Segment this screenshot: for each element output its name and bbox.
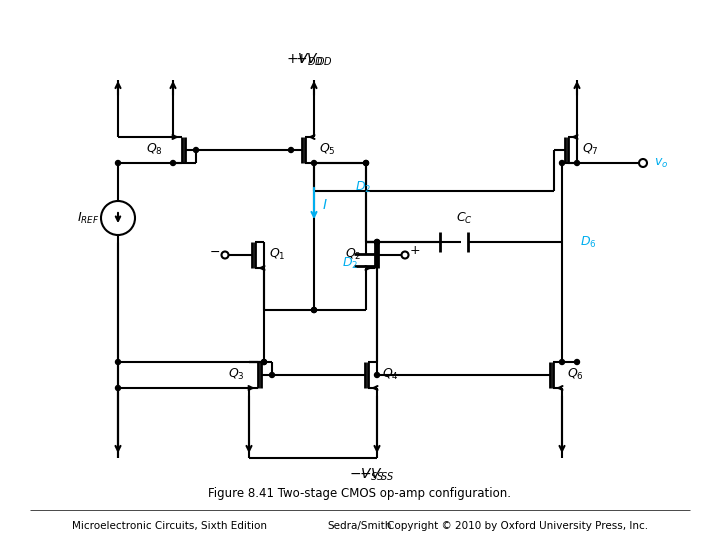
Text: $Q_7$: $Q_7$ — [582, 141, 598, 157]
Circle shape — [364, 160, 369, 165]
Text: $Q_3$: $Q_3$ — [228, 367, 244, 382]
Text: $C_C$: $C_C$ — [456, 211, 472, 226]
Circle shape — [559, 160, 564, 165]
Text: $Q_6$: $Q_6$ — [567, 367, 583, 382]
Circle shape — [115, 386, 120, 390]
Circle shape — [364, 160, 369, 165]
Circle shape — [374, 240, 379, 245]
Text: $Q_2$: $Q_2$ — [345, 246, 361, 261]
Circle shape — [575, 360, 580, 365]
Circle shape — [115, 360, 120, 365]
Text: $Q_5$: $Q_5$ — [319, 141, 336, 157]
Text: $v_o$: $v_o$ — [654, 157, 668, 170]
Circle shape — [289, 147, 294, 152]
Circle shape — [194, 147, 199, 152]
Circle shape — [312, 307, 317, 313]
Text: $+V_{DD}$: $+V_{DD}$ — [295, 52, 333, 68]
Circle shape — [115, 160, 120, 165]
Circle shape — [171, 160, 176, 165]
Text: Copyright © 2010 by Oxford University Press, Inc.: Copyright © 2010 by Oxford University Pr… — [387, 521, 648, 531]
Text: $-$: $-$ — [210, 245, 220, 258]
Text: Figure 8.41 Two-stage CMOS op-amp configuration.: Figure 8.41 Two-stage CMOS op-amp config… — [209, 488, 511, 501]
Text: $D_6$: $D_6$ — [580, 234, 597, 249]
Circle shape — [261, 360, 266, 365]
Text: $-V_{SS}$: $-V_{SS}$ — [349, 467, 384, 483]
Text: $Q_4$: $Q_4$ — [382, 367, 398, 382]
Circle shape — [312, 307, 317, 313]
Text: $Q_8$: $Q_8$ — [145, 141, 163, 157]
Text: $-V_{SS}$: $-V_{SS}$ — [359, 467, 395, 483]
Circle shape — [575, 160, 580, 165]
Text: $I_{REF}$: $I_{REF}$ — [77, 211, 99, 226]
Circle shape — [312, 160, 317, 165]
Circle shape — [269, 373, 274, 377]
Text: $Q_1$: $Q_1$ — [269, 246, 285, 261]
Circle shape — [261, 360, 266, 365]
Text: $+$: $+$ — [410, 245, 420, 258]
Text: $+V_{DD}$: $+V_{DD}$ — [286, 52, 324, 68]
Circle shape — [374, 373, 379, 377]
Text: $D_2$: $D_2$ — [355, 180, 371, 195]
Text: Microelectronic Circuits, Sixth Edition: Microelectronic Circuits, Sixth Edition — [72, 521, 267, 531]
Circle shape — [559, 360, 564, 365]
Circle shape — [374, 240, 379, 245]
Text: $I$: $I$ — [322, 198, 328, 212]
Text: Sedra/Smith: Sedra/Smith — [328, 521, 392, 531]
Text: $D_2$: $D_2$ — [342, 256, 358, 271]
